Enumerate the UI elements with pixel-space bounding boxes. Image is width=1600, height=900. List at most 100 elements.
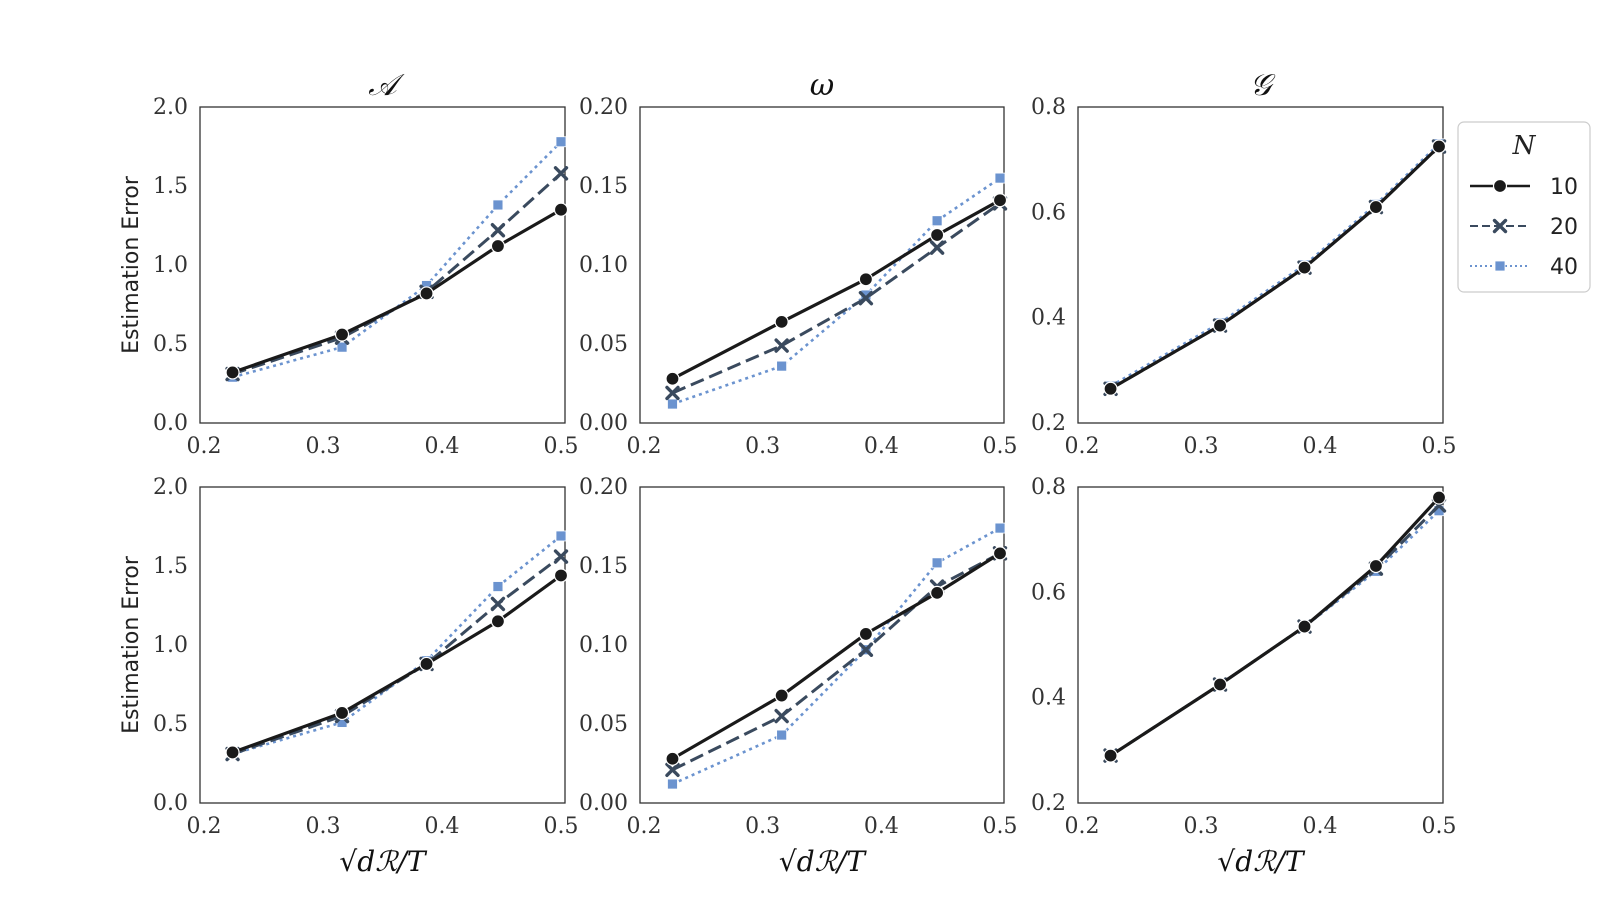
data-point [334,705,350,721]
data-point [555,136,567,148]
data-point [225,365,240,380]
x-axis-label: √dℛ/T [1217,845,1306,878]
panel-title: 𝒜 [368,68,405,103]
series-N-40 [667,172,1006,410]
plot-frame [1077,486,1444,804]
x-axis-label: √dℛ/T [339,845,428,878]
legend-marker [1494,260,1506,272]
x-tick-label: 0.3 [745,814,780,839]
y-tick-label: 0.6 [1031,580,1066,605]
x-tick-label: 0.2 [187,814,222,839]
data-point [994,522,1006,534]
x-tick-label: 0.4 [425,434,460,459]
data-point [1431,139,1447,154]
y-tick-label: 0.8 [1031,95,1066,120]
data-point [1103,748,1118,763]
x-tick-label: 0.5 [983,434,1018,459]
legend-label: 10 [1550,175,1578,200]
y-tick-label: 0.2 [1031,791,1066,816]
series-line [1109,145,1441,391]
y-tick-label: 1.5 [153,174,188,199]
series-line [232,534,562,756]
y-tick-label: 0.10 [579,633,628,658]
legend-entry-40: 40 [1470,255,1578,280]
data-point [553,166,569,181]
y-tick-label: 0.5 [153,332,188,357]
series-line [671,202,1001,395]
series-line [671,552,1001,761]
series-N-40 [227,136,567,383]
series-line [1109,142,1440,388]
data-point [992,546,1008,561]
legend-label: 40 [1550,255,1578,280]
y-tick-label: 0.8 [1031,475,1066,500]
y-tick-label: 0.05 [579,332,628,357]
series-line [1109,504,1441,757]
y-tick-label: 0.6 [1031,200,1066,225]
series-line [1109,145,1441,391]
x-tick-label: 0.3 [306,814,341,839]
series-N-10 [665,193,1008,386]
y-tick-label: 1.0 [153,633,188,658]
legend-marker [1492,178,1508,194]
data-point [1212,677,1228,692]
panel-1: 0.0 0.5 1.0 1.5 2.0 0.2 0.3 0.4 0.5 𝒜 Estimation E… [119,68,579,459]
data-point [1368,558,1384,574]
series-line [232,208,562,374]
panel-5: 0.00 0.05 0.10 0.15 0.20 0.2 0.3 0.4 0.5 √dℛ/T [579,475,1017,878]
data-point [992,193,1008,208]
x-tick-label: 0.3 [745,434,780,459]
x-axis-label: √dℛ/T [779,845,868,878]
y-tick-label: 2.0 [153,475,188,500]
data-point [553,549,569,564]
data-point [929,240,945,255]
y-axis-label: Estimation Error [119,175,144,354]
x-tick-label: 0.3 [1184,814,1219,839]
y-tick-label: 0.5 [153,712,188,737]
y-tick-label: 0.20 [579,95,628,120]
data-point [336,341,348,353]
y-tick-label: 0.05 [579,712,628,737]
y-tick-label: 0.20 [579,475,628,500]
y-tick-label: 0.10 [579,253,628,278]
x-tick-label: 0.5 [544,814,579,839]
data-point [665,385,680,401]
legend-box [1457,121,1591,293]
x-tick-label: 0.2 [187,434,222,459]
x-tick-label: 0.4 [864,814,899,839]
y-tick-label: 0.00 [579,791,628,816]
panel-4: 0.0 0.5 1.0 1.5 2.0 0.2 0.3 0.4 0.5 Estimation Er… [119,475,579,878]
plot-frame [1077,106,1444,424]
data-point [1368,199,1384,215]
data-point [1297,619,1312,634]
data-point [553,202,569,217]
data-point [774,314,789,329]
data-point [858,642,874,657]
data-point [1431,490,1447,505]
data-point [665,751,680,766]
x-tick-label: 0.5 [983,814,1018,839]
x-tick-label: 0.4 [1303,434,1338,459]
x-tick-label: 0.5 [1422,434,1457,459]
x-tick-label: 0.2 [1065,434,1100,459]
data-point [490,614,506,629]
y-tick-label: 0.00 [579,411,628,436]
plot-frame [199,486,566,804]
y-tick-label: 0.15 [579,174,628,199]
series-line [1109,509,1440,757]
x-tick-label: 0.2 [627,434,662,459]
series-N-20 [225,166,569,382]
series-line [671,198,1001,381]
legend-marker [1492,218,1508,234]
data-point [931,557,943,569]
x-tick-label: 0.3 [1184,434,1219,459]
data-point [665,762,680,778]
series-N-40 [227,530,567,760]
legend-entry-10: 10 [1470,175,1578,200]
series-N-20 [225,549,569,762]
series-line [232,574,562,754]
data-point [776,729,788,741]
data-point [665,371,680,386]
x-tick-label: 0.4 [864,434,899,459]
